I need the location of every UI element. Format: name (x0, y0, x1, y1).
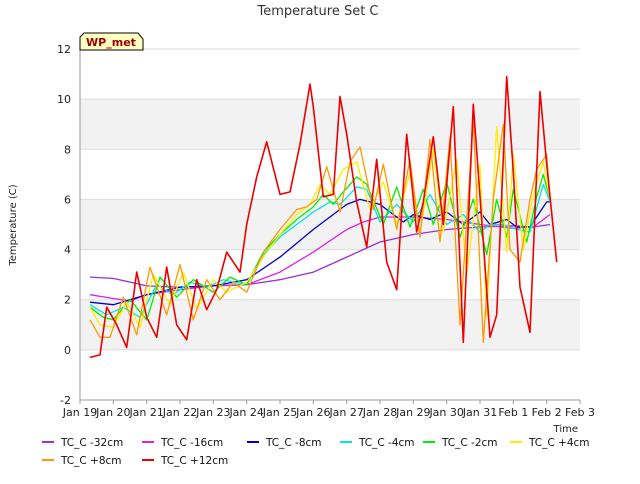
y-tick-labels: -2 0 2 4 6 8 10 12 (57, 43, 71, 407)
x-tick-label: Jan 26 (295, 406, 330, 419)
y-tick-label: -2 (60, 394, 71, 407)
legend-label: TC_C -2cm (441, 437, 498, 449)
legend-label: TC_C -16cm (160, 437, 223, 449)
legend-label: TC_C -4cm (358, 437, 415, 449)
y-tick-label: 10 (57, 93, 71, 106)
series-lines (89, 75, 558, 359)
series-line (89, 75, 558, 359)
series-line (89, 183, 551, 318)
y-tick-label: 6 (64, 193, 71, 206)
legend-label: TC_C +4cm (528, 437, 590, 449)
x-tick-label: Jan 29 (395, 406, 430, 419)
legend: TC_C -32cm TC_C -16cm TC_C -8cm TC_C -4cm TC… (42, 437, 590, 467)
x-tick-label: Jan 19 (62, 406, 97, 419)
x-tick-label: Jan 24 (228, 406, 263, 419)
x-tick-label: Feb 2 (532, 406, 562, 419)
axes (79, 49, 581, 404)
station-badge: WP_met (79, 32, 144, 51)
legend-label: TC_C -8cm (265, 437, 322, 449)
y-axis-label: Temperature (C) (8, 184, 19, 266)
y-tick-label: 0 (64, 344, 71, 357)
x-tick-label: Jan 21 (128, 406, 163, 419)
x-tick-label: Jan 25 (262, 406, 297, 419)
x-tick-label: Jan 31 (462, 406, 497, 419)
x-tick-label: Jan 28 (362, 406, 397, 419)
y-tick-label: 2 (64, 294, 71, 307)
badge-label: WP_met (86, 36, 136, 49)
plot-band (80, 299, 580, 350)
y-tick-label: 4 (64, 244, 71, 257)
chart-title: Temperature Set C (256, 4, 378, 19)
plot-band (80, 99, 580, 150)
x-tick-label: Jan 30 (428, 406, 463, 419)
legend-label: TC_C +12cm (160, 455, 228, 467)
legend-label: TC_C -32cm (60, 437, 123, 449)
x-tick-label: Jan 23 (195, 406, 230, 419)
x-tick-label: Jan 22 (162, 406, 197, 419)
x-tick-label: Feb 1 (498, 406, 528, 419)
badge-shape (79, 32, 144, 51)
x-tick-label: Feb 3 (565, 406, 595, 419)
x-axis-label: Time (553, 424, 578, 435)
x-tick-label: Jan 27 (328, 406, 363, 419)
legend-label: TC_C +8cm (60, 455, 122, 467)
y-tick-label: 8 (64, 143, 71, 156)
y-tick-label: 12 (57, 43, 71, 56)
x-tick-label: Jan 20 (95, 406, 130, 419)
